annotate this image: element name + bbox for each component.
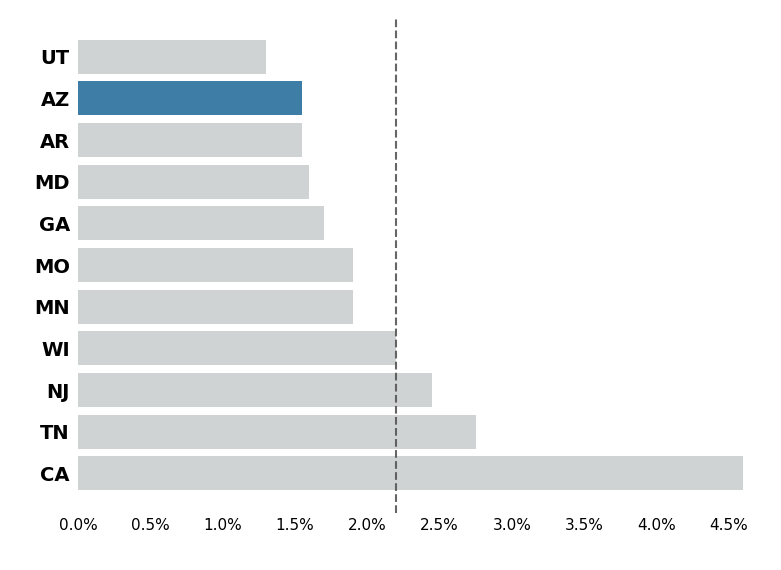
Bar bbox=[78, 82, 302, 116]
Bar bbox=[78, 290, 353, 324]
Bar bbox=[78, 373, 433, 407]
Bar bbox=[78, 40, 266, 74]
Bar bbox=[78, 248, 353, 282]
Bar bbox=[78, 414, 476, 449]
Bar bbox=[78, 165, 309, 199]
Bar bbox=[78, 331, 396, 365]
Bar bbox=[78, 206, 324, 241]
Bar bbox=[78, 457, 743, 490]
Bar bbox=[78, 123, 302, 157]
